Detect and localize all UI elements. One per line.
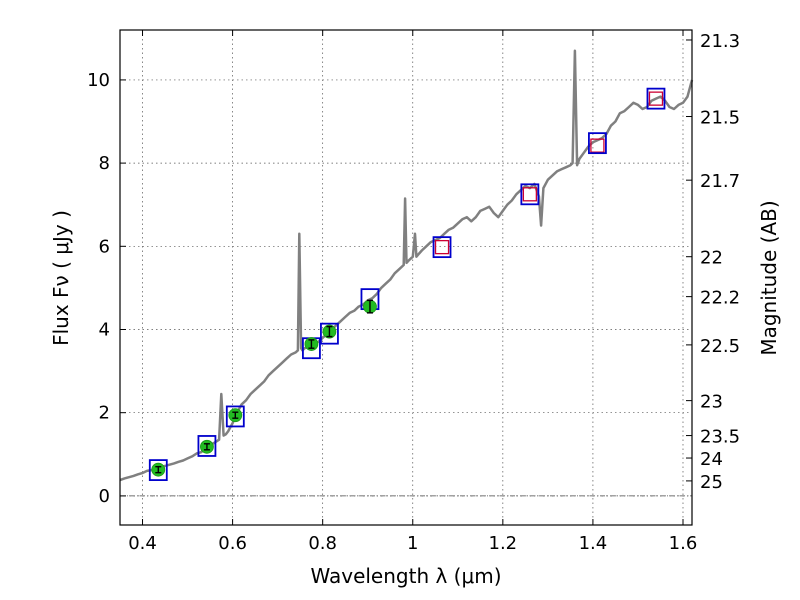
y-tick-label: 8 (99, 153, 110, 174)
y2-axis-label: Magnitude (AB) (757, 200, 781, 355)
plot-frame (119, 29, 693, 526)
x-tick-label: 1 (407, 533, 418, 554)
x-tick-label: 1.6 (669, 533, 698, 554)
model-point (432, 236, 452, 259)
y-axis-label: Flux Fν ( μJy ) (49, 210, 73, 346)
spectrum-line (119, 49, 694, 482)
x-tick-label: 0.6 (218, 533, 247, 554)
points-layer (148, 87, 666, 481)
y-tick-label: 2 (99, 403, 110, 424)
ir-point (434, 239, 450, 255)
x-tick-label: 1.2 (489, 533, 518, 554)
x-axis: 0.4 0.6 0.8 1 1.2 1.4 1.6 (128, 30, 697, 554)
model-point (646, 87, 666, 110)
mag-tick-label: 25 (700, 472, 723, 493)
mag-tick-label: 23 (700, 392, 723, 413)
grid (120, 30, 692, 525)
model-point (320, 322, 339, 345)
x-tick-label: 1.4 (579, 533, 608, 554)
y-tick-label: 0 (99, 486, 110, 507)
mag-tick-label: 21.7 (700, 171, 740, 192)
spectrum-layer (119, 49, 694, 482)
mag-tick-label: 22.5 (700, 336, 740, 357)
mag-tick-label: 23.5 (700, 427, 740, 448)
model-point (588, 132, 607, 155)
x-axis-label: Wavelength λ (μm) (310, 564, 501, 588)
model-point (225, 405, 245, 428)
mag-tick-label: 22 (700, 248, 723, 269)
mag-tick-label: 21.3 (700, 31, 740, 52)
mag-tick-label: 24 (700, 449, 723, 470)
ir-point (522, 187, 538, 202)
x-tick-label: 0.8 (308, 533, 337, 554)
x-tick-label: 0.4 (128, 533, 157, 554)
model-point (197, 435, 217, 457)
mag-tick-label: 22.2 (700, 288, 740, 309)
y-tick-label: 4 (99, 319, 110, 340)
ir-point (648, 91, 664, 106)
y-tick-label: 10 (87, 70, 110, 91)
ir-point (590, 138, 605, 153)
y-tick-label: 6 (99, 236, 110, 257)
mag-tick-label: 21.5 (700, 108, 740, 129)
model-point (520, 183, 540, 206)
model-point (148, 459, 168, 481)
y-axis: 0 2 4 6 8 10 (87, 70, 126, 507)
